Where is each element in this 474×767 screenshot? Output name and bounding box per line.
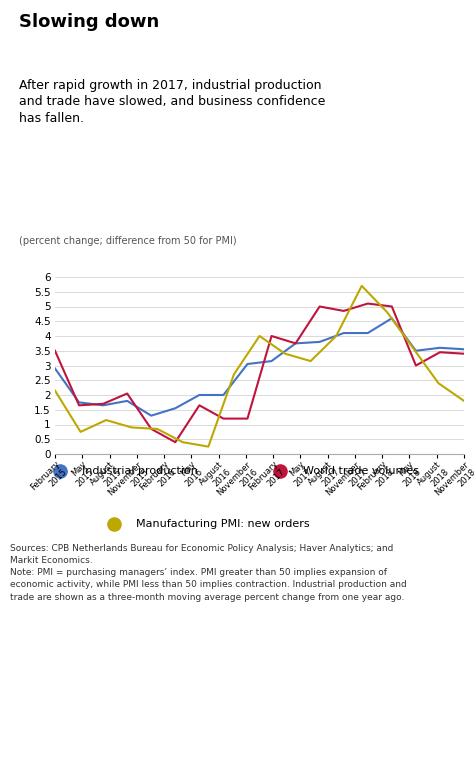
Text: INTERNATIONAL: INTERNATIONAL	[123, 721, 218, 731]
Text: World trade volumes: World trade volumes	[303, 466, 419, 476]
Text: Manufacturing PMI: new orders: Manufacturing PMI: new orders	[137, 518, 310, 528]
Circle shape	[0, 714, 237, 760]
Text: Slowing down: Slowing down	[18, 13, 159, 31]
Text: (percent change; difference from 50 for PMI): (percent change; difference from 50 for …	[18, 236, 237, 246]
Text: Sources: CPB Netherlands Bureau for Economic Policy Analysis; Haver Analytics; a: Sources: CPB Netherlands Bureau for Econ…	[10, 544, 407, 601]
Text: Industrial production: Industrial production	[82, 466, 198, 476]
Text: MONETARY FUND: MONETARY FUND	[123, 744, 224, 754]
Text: After rapid growth in 2017, industrial production
and trade have slowed, and bus: After rapid growth in 2017, industrial p…	[18, 79, 325, 125]
